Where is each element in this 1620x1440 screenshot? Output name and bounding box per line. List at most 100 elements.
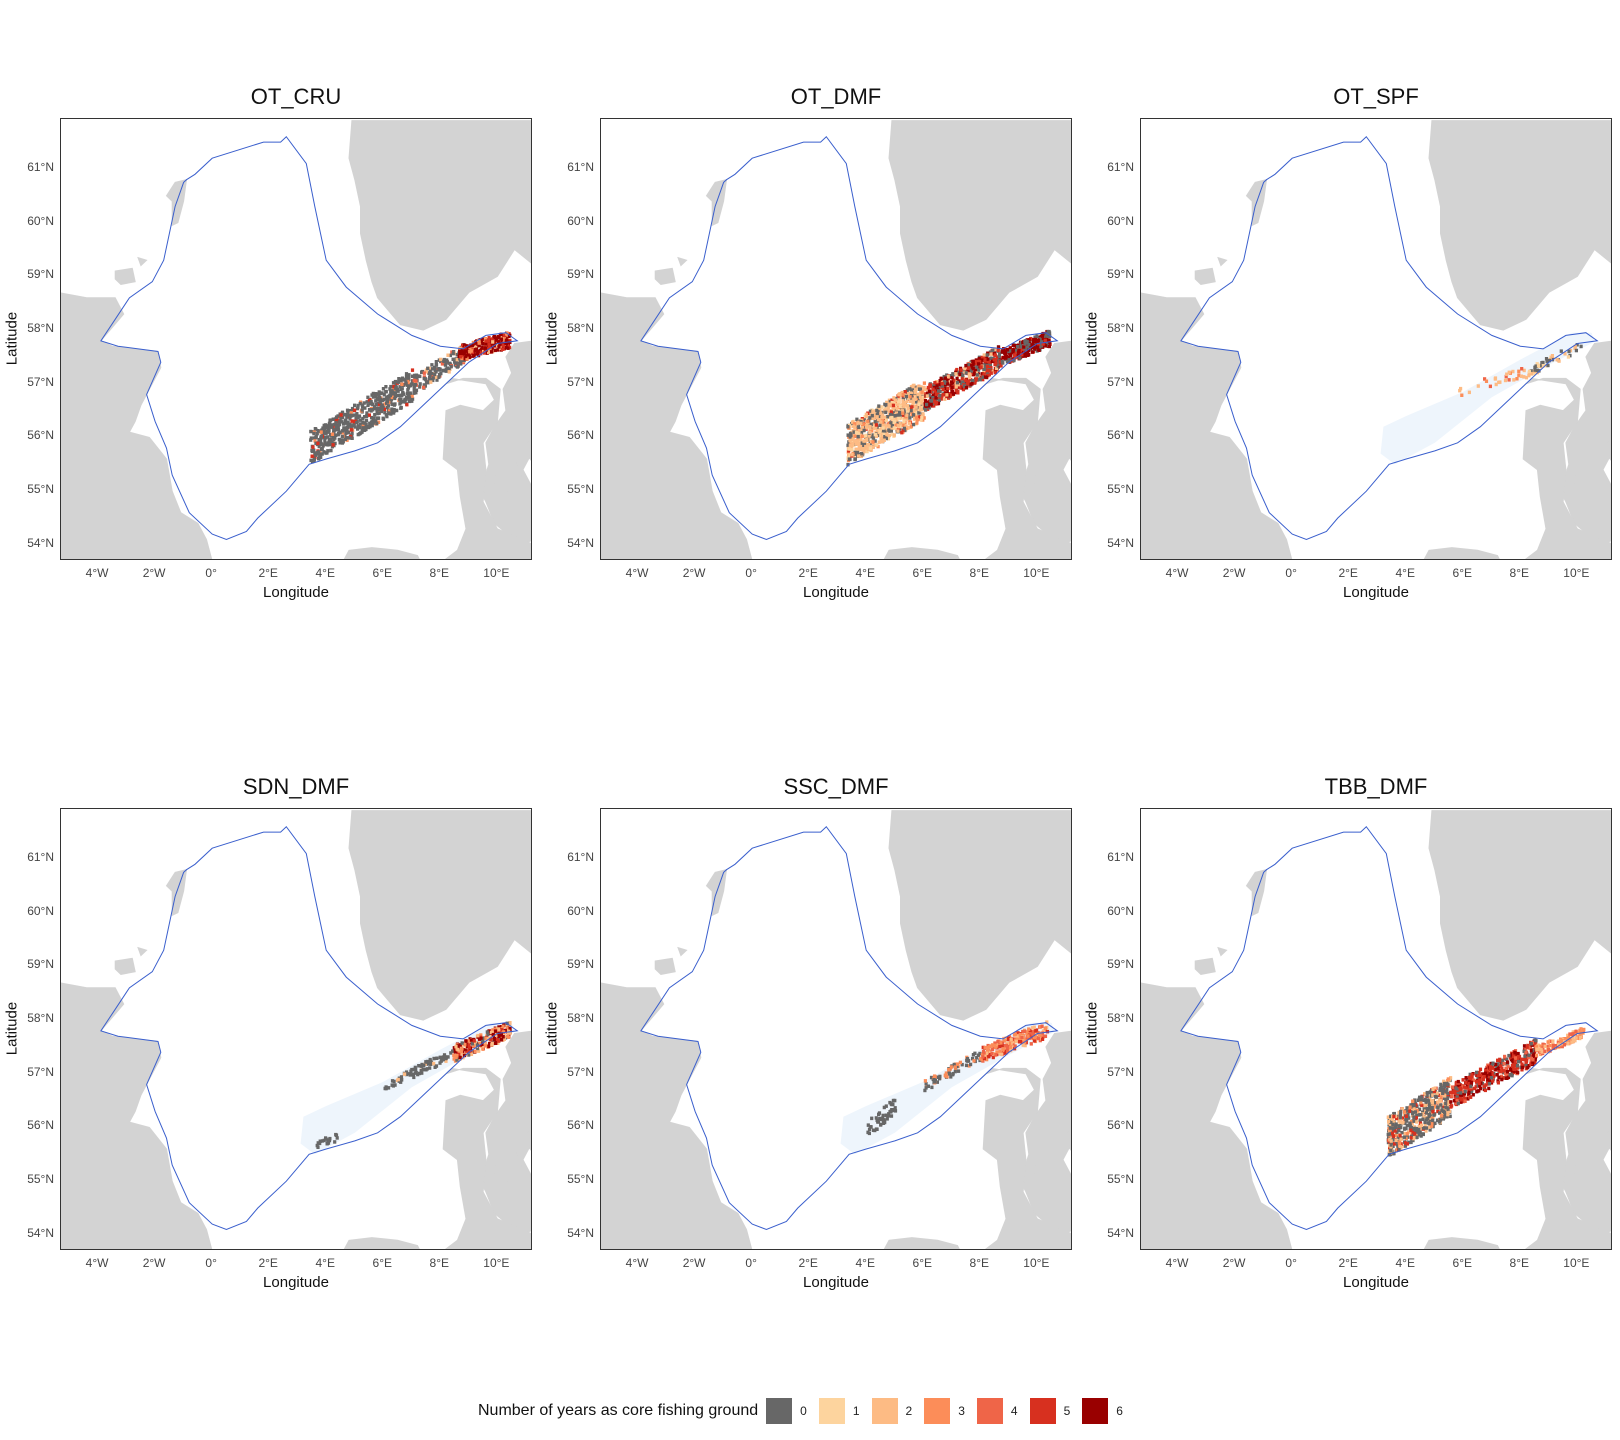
- grid-cell: [400, 393, 404, 398]
- grid-cell: [1418, 1130, 1422, 1134]
- grid-cell: [1388, 1126, 1392, 1130]
- grid-cell: [434, 375, 438, 379]
- land-polygon: [601, 982, 753, 1249]
- grid-cell: [1491, 1061, 1495, 1065]
- grid-cell: [491, 1028, 495, 1032]
- grid-cell: [327, 1138, 332, 1143]
- grid-cell: [989, 356, 993, 360]
- grid-cell: [1037, 1036, 1041, 1041]
- grid-cell: [921, 388, 925, 392]
- grid-cell: [1391, 1144, 1395, 1148]
- grid-cell: [1409, 1135, 1413, 1140]
- grid-cell: [896, 429, 900, 433]
- grid-cell: [395, 393, 400, 398]
- grid-cell: [374, 402, 378, 407]
- grid-cell: [392, 387, 396, 391]
- grid-cell: [329, 418, 333, 422]
- grid-cell: [430, 371, 434, 376]
- grid-cell: [924, 1082, 928, 1086]
- grid-cell: [1425, 1094, 1429, 1098]
- grid-cell: [1031, 342, 1035, 347]
- grid-cell: [446, 353, 450, 357]
- model-boundary: [640, 135, 1059, 541]
- grid-cell: [1454, 1080, 1458, 1085]
- grid-cell: [1011, 1040, 1015, 1044]
- grid-cell: [481, 342, 485, 346]
- grid-cell: [1389, 1116, 1393, 1120]
- grid-cell: [1456, 1101, 1460, 1106]
- grid-cell: [320, 452, 324, 456]
- grid-cell: [455, 358, 459, 362]
- grid-cell: [442, 368, 446, 373]
- grid-cell: [1448, 1109, 1452, 1114]
- grid-cell: [1433, 1086, 1437, 1091]
- grid-cell: [890, 400, 894, 405]
- legend-item: 2: [871, 1398, 919, 1424]
- grid-cell: [451, 351, 455, 356]
- grid-cell: [882, 432, 886, 437]
- grid-cell: [405, 376, 409, 380]
- land-polygon: [1033, 1148, 1064, 1182]
- y-tick-label: 58°N: [567, 321, 594, 336]
- grid-cell: [502, 1037, 506, 1041]
- grid-cell: [1454, 1084, 1458, 1088]
- grid-cell: [405, 1070, 409, 1074]
- grid-cell: [349, 424, 353, 429]
- grid-cell: [400, 382, 404, 386]
- grid-cell: [385, 396, 389, 401]
- y-axis-label: Latitude: [543, 311, 561, 366]
- grid-cell: [868, 412, 872, 417]
- grid-cell: [1466, 1084, 1470, 1089]
- grid-cell: [878, 408, 882, 412]
- grid-cell: [1412, 1115, 1416, 1119]
- legend-label: 6: [1116, 1404, 1123, 1418]
- grid-cell: [1455, 1101, 1459, 1105]
- grid-cell: [862, 428, 866, 433]
- grid-cell: [919, 401, 923, 405]
- grid-cell: [999, 363, 1003, 368]
- grid-cell: [435, 1056, 439, 1060]
- grid-cell: [1411, 1127, 1415, 1131]
- grid-cell: [1520, 1068, 1524, 1072]
- grid-cell: [317, 444, 321, 449]
- grid-cell: [1002, 355, 1006, 360]
- grid-cell: [983, 1045, 987, 1050]
- grid-cell: [890, 432, 894, 437]
- grid-cell: [1405, 1142, 1410, 1146]
- grid-cell: [433, 366, 437, 371]
- land-polygon: [601, 345, 611, 377]
- grid-cell: [1446, 1107, 1450, 1111]
- grid-cell: [330, 432, 335, 436]
- grid-cell: [1505, 1057, 1509, 1062]
- grid-cell: [380, 409, 384, 414]
- grid-cell: [1395, 1143, 1399, 1147]
- grid-cell: [874, 423, 879, 427]
- grid-cell: [979, 365, 983, 369]
- grid-cell: [1511, 369, 1515, 374]
- grid-cell: [377, 411, 381, 415]
- grid-cell: [375, 421, 379, 426]
- grid-cell: [374, 399, 378, 403]
- grid-cell: [353, 403, 357, 408]
- grid-cell: [464, 1039, 468, 1043]
- grid-cell: [334, 421, 338, 425]
- grid-cell: [974, 359, 979, 364]
- grid-cell: [1518, 1059, 1522, 1064]
- land-polygon: [1194, 957, 1216, 975]
- grid-cell: [443, 1054, 447, 1059]
- grid-cell: [880, 439, 884, 444]
- grid-cell: [1043, 1026, 1047, 1030]
- grid-cell: [996, 1039, 1000, 1044]
- grid-cell: [1020, 350, 1024, 355]
- land-polygon: [1605, 437, 1611, 461]
- grid-cell: [1048, 334, 1052, 339]
- grid-cell: [483, 346, 487, 350]
- grid-cell: [501, 1035, 505, 1039]
- grid-cell: [361, 420, 365, 425]
- grid-cell: [417, 1071, 422, 1076]
- grid-cell: [846, 462, 850, 467]
- grid-cell: [1484, 1083, 1488, 1087]
- y-tick-label: 60°N: [27, 903, 54, 918]
- grid-cell: [960, 1062, 964, 1067]
- grid-cell: [1439, 1082, 1443, 1087]
